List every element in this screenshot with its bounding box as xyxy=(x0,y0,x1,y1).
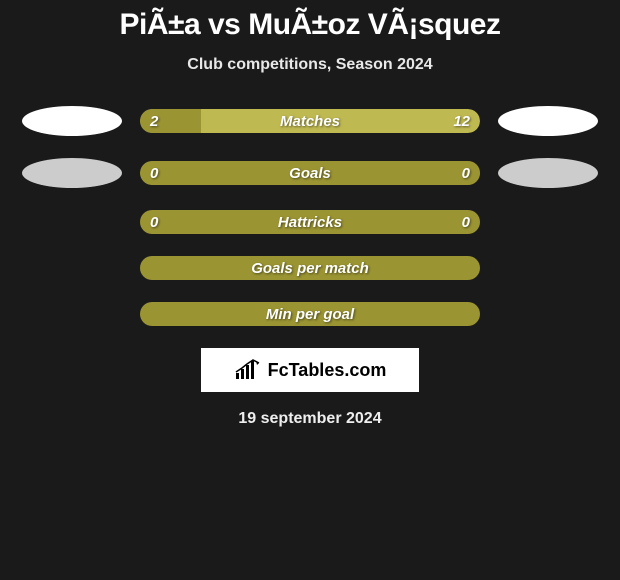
stat-label: Matches xyxy=(140,109,480,133)
stat-label: Min per goal xyxy=(266,306,354,323)
stat-label: Goals per match xyxy=(251,260,369,277)
chart-icon xyxy=(234,359,262,381)
stat-value-right: 0 xyxy=(462,210,470,234)
date-label: 19 september 2024 xyxy=(0,410,620,428)
stat-value-right: 12 xyxy=(453,109,470,133)
stat-bar-goals-per-match: Goals per match xyxy=(140,256,480,280)
player-right-icon xyxy=(498,158,598,188)
stat-row-goals: 0Goals0 xyxy=(0,158,620,188)
comparison-container: PiÃ±a vs MuÃ±oz VÃ¡squez Club competitio… xyxy=(0,0,620,428)
stat-bar: 0Goals0 xyxy=(140,161,480,185)
subtitle: Club competitions, Season 2024 xyxy=(0,56,620,74)
stat-value-right: 0 xyxy=(462,161,470,185)
logo-text: FcTables.com xyxy=(268,360,387,381)
stat-row-matches: 2Matches12 xyxy=(0,106,620,136)
page-title: PiÃ±a vs MuÃ±oz VÃ¡squez xyxy=(0,8,620,42)
player-left-icon xyxy=(22,158,122,188)
stat-label: Hattricks xyxy=(278,214,342,231)
stat-bar-min-per-goal: Min per goal xyxy=(140,302,480,326)
stat-label: Goals xyxy=(140,161,480,185)
fctables-logo[interactable]: FcTables.com xyxy=(201,348,419,392)
stat-bar: 2Matches12 xyxy=(140,109,480,133)
player-left-icon xyxy=(22,106,122,136)
player-right-icon xyxy=(498,106,598,136)
stat-bar-hattricks: 0 Hattricks 0 xyxy=(140,210,480,234)
stat-value-left: 0 xyxy=(150,210,158,234)
